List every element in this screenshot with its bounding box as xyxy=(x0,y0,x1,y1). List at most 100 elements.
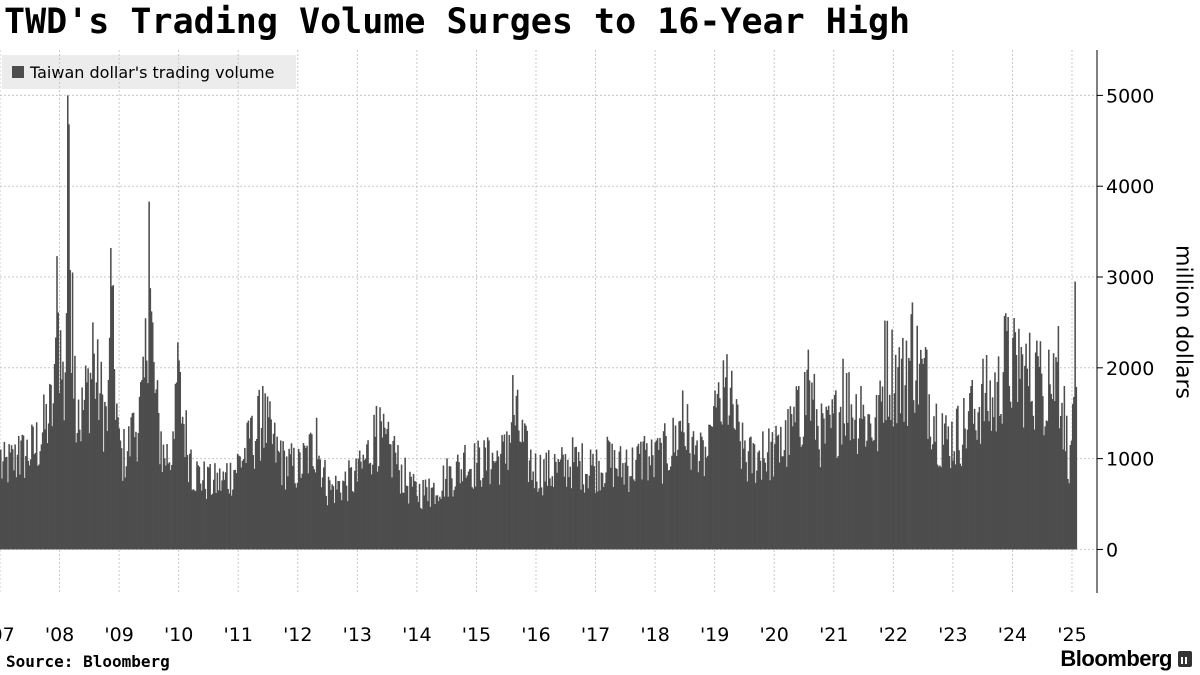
volume-bar xyxy=(653,477,655,550)
volume-bar xyxy=(406,485,409,550)
volume-bar xyxy=(592,453,594,550)
volume-bar xyxy=(448,466,451,550)
volume-bar xyxy=(358,450,361,550)
volume-bar xyxy=(393,435,396,550)
volume-bar xyxy=(449,466,452,550)
volume-bar xyxy=(1032,415,1035,550)
volume-bar xyxy=(443,496,446,550)
volume-bar xyxy=(340,500,343,550)
volume-bar xyxy=(134,437,136,550)
volume-bar xyxy=(1002,372,1005,550)
volume-bar xyxy=(344,471,347,550)
volume-bar xyxy=(745,462,747,550)
volume-bar xyxy=(266,396,269,550)
volume-bar xyxy=(202,480,204,550)
volume-bar xyxy=(573,462,575,550)
volume-bar xyxy=(217,490,220,550)
volume-bar xyxy=(951,421,953,550)
volume-bar xyxy=(110,247,112,550)
volume-bar xyxy=(897,367,899,550)
volume-bar xyxy=(594,492,597,550)
volume-bar xyxy=(84,365,87,550)
volume-bar xyxy=(707,455,709,550)
volume-bar xyxy=(911,302,914,550)
volume-bar xyxy=(618,451,621,550)
volume-bar xyxy=(699,432,702,550)
volume-bar xyxy=(844,435,847,550)
volume-bar xyxy=(898,347,901,550)
x-tick-label: '11 xyxy=(224,624,253,646)
volume-bar xyxy=(912,400,915,550)
volume-bar xyxy=(501,435,503,550)
volume-bar xyxy=(741,422,744,550)
volume-bar xyxy=(336,489,338,550)
volume-bar xyxy=(320,487,323,550)
volume-bar xyxy=(961,444,964,550)
volume-bar xyxy=(401,492,404,550)
volume-bar xyxy=(57,312,59,550)
volume-bar xyxy=(457,454,459,550)
volume-bar xyxy=(360,461,362,550)
volume-bar xyxy=(1021,354,1024,550)
volume-bar xyxy=(199,483,202,550)
volume-bar xyxy=(752,443,755,550)
volume-bar xyxy=(185,410,187,550)
volume-bar xyxy=(953,451,956,550)
volume-bar xyxy=(114,419,117,550)
volume-bar xyxy=(1067,478,1069,550)
volume-bar xyxy=(814,439,817,550)
volume-bar xyxy=(1073,396,1075,550)
volume-bar xyxy=(245,462,247,550)
volume-bar xyxy=(845,373,848,550)
volume-bar xyxy=(857,438,860,550)
volume-bar xyxy=(51,426,53,550)
volume-bar xyxy=(477,440,479,550)
volume-bar xyxy=(631,447,634,550)
volume-bar xyxy=(138,396,141,550)
volume-bar xyxy=(826,410,829,550)
volume-bar xyxy=(265,442,268,550)
volume-bar xyxy=(1049,384,1051,550)
volume-bar xyxy=(619,446,622,550)
volume-bar xyxy=(884,320,886,550)
volume-bar xyxy=(113,369,116,550)
volume-bar xyxy=(422,479,424,550)
volume-bar xyxy=(465,477,467,550)
volume-bar xyxy=(586,474,588,550)
volume-bar xyxy=(993,417,995,550)
volume-bar xyxy=(329,480,331,550)
volume-bar xyxy=(488,440,490,550)
volume-bar xyxy=(171,464,173,550)
volume-bar xyxy=(658,449,660,550)
volume-bar xyxy=(181,416,184,550)
volume-bar xyxy=(276,436,278,550)
volume-bar xyxy=(543,459,545,550)
volume-bar xyxy=(437,501,440,550)
volume-bar xyxy=(754,482,757,550)
volume-bar xyxy=(982,358,984,550)
volume-bar xyxy=(2,461,4,550)
volume-bar xyxy=(520,442,522,550)
volume-bar xyxy=(11,449,14,550)
volume-bar xyxy=(282,441,284,550)
volume-bar xyxy=(156,380,159,550)
volume-bar xyxy=(837,456,840,550)
volume-bar xyxy=(867,414,869,550)
volume-bar xyxy=(442,465,445,550)
volume-bar xyxy=(923,357,926,550)
volume-bar xyxy=(614,468,617,550)
volume-bar xyxy=(379,407,381,550)
volume-bar xyxy=(878,395,880,550)
volume-bar xyxy=(509,442,512,550)
volume-bar xyxy=(374,436,377,550)
volume-bar xyxy=(208,467,210,550)
volume-bar xyxy=(470,468,472,550)
volume-bar xyxy=(720,421,722,550)
volume-bar xyxy=(180,423,183,550)
volume-bar xyxy=(144,318,147,550)
volume-bar xyxy=(62,361,64,550)
volume-bar xyxy=(412,474,415,550)
volume-bar xyxy=(839,406,842,550)
volume-bar xyxy=(964,428,966,550)
volume-bar xyxy=(800,446,802,550)
